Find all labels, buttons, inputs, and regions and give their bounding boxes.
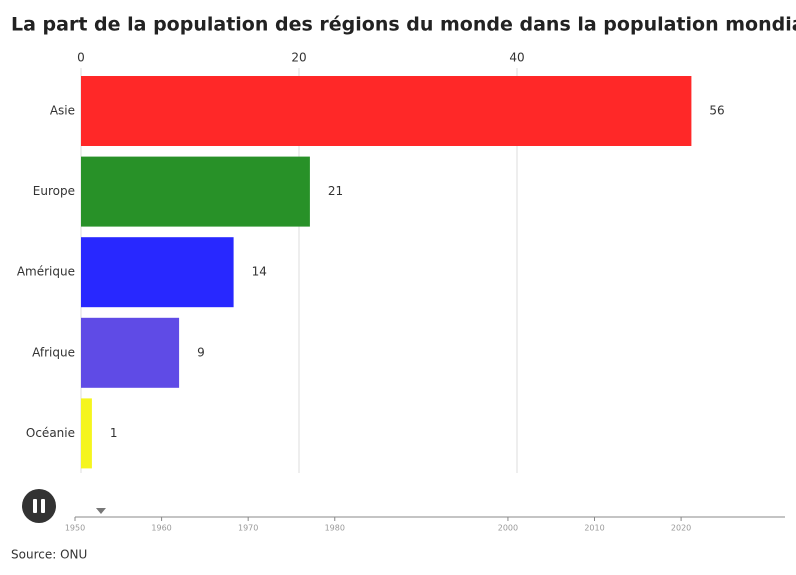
bar [81,398,92,469]
y-tick-label: Amérique [17,265,75,279]
value-label: 9 [197,345,205,359]
x-tick-label: 20 [291,51,306,65]
timeline-label: 1970 [238,524,258,533]
value-label: 56 [709,104,724,118]
y-tick-label: Océanie [26,426,75,440]
timeline-label: 1960 [151,524,171,533]
timeline-label: 2020 [671,524,691,533]
timeline-label: 1950 [65,524,85,533]
x-tick-label: 0 [77,51,85,65]
y-tick-label: Afrique [32,345,75,359]
y-tick-label: Europe [33,184,75,198]
pause-button[interactable] [22,489,56,523]
bar [81,156,310,227]
value-label: 14 [252,265,267,279]
timeline-label: 1980 [325,524,345,533]
source: Source: ONU [11,548,87,562]
y-tick-label: Asie [50,104,75,118]
value-label: 21 [328,184,343,198]
timeline-label: 2000 [498,524,518,533]
pause-bar [33,499,37,513]
bar [81,317,180,388]
value-label: 1 [110,426,118,440]
chart-title: La part de la population des régions du … [11,14,796,36]
bar [81,237,234,308]
x-tick-label: 40 [509,51,524,65]
timeline-label: 2010 [584,524,604,533]
bar [81,76,692,146]
timeline-handle[interactable] [95,508,106,514]
pause-bar [41,499,45,513]
pause-circle[interactable] [22,489,56,523]
